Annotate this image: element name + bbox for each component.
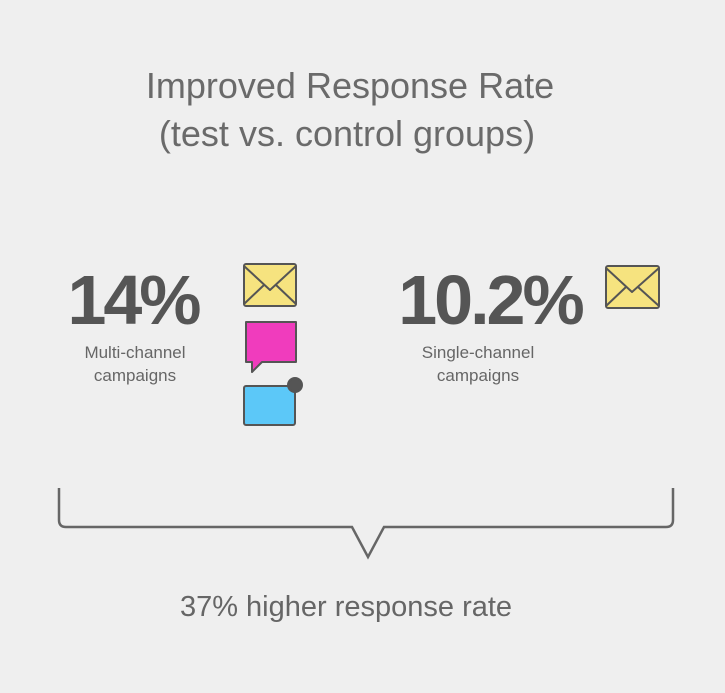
title-line: (test vs. control groups) (159, 113, 535, 154)
stat-value: 14% (67, 261, 200, 339)
stat-label: Single-channel (422, 343, 534, 362)
email-icon (605, 265, 660, 309)
stat-label: campaigns (437, 366, 519, 385)
stat-label: Multi-channel (84, 343, 185, 362)
email-icon (243, 263, 297, 307)
stat-value: 10.2% (398, 261, 583, 339)
notification-icon (243, 377, 303, 426)
summary: 37% higher response rate (180, 591, 512, 623)
chat-icon (245, 321, 297, 373)
brace (57, 488, 675, 560)
stat-label: campaigns (94, 366, 176, 385)
title-line: Improved Response Rate (146, 65, 554, 106)
